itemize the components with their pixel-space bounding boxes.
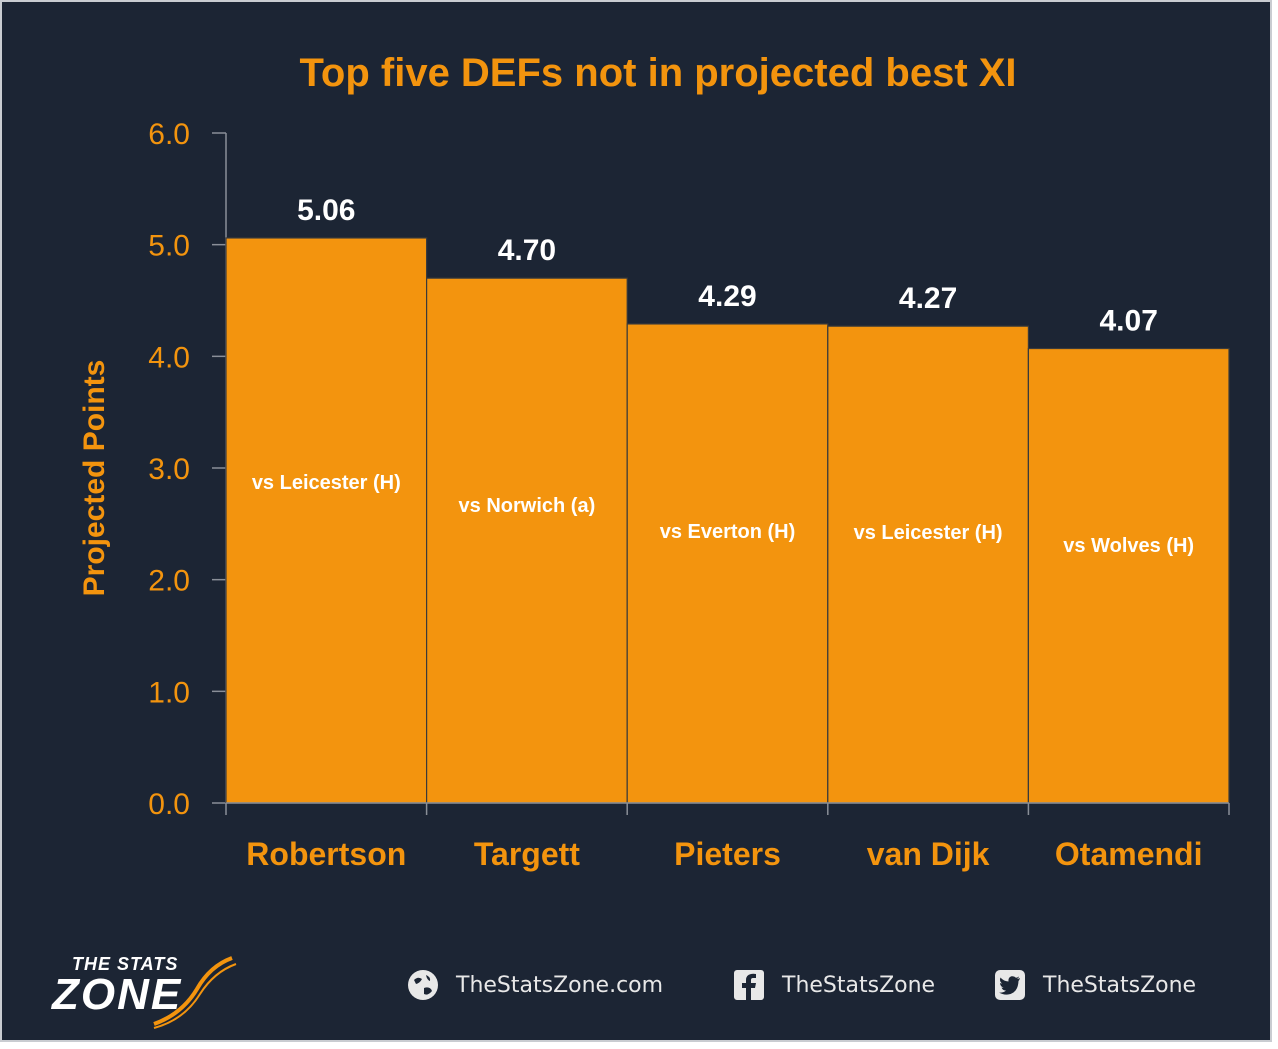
fixture-label: vs Wolves (H) (1063, 535, 1194, 557)
y-tick-label: 0.0 (148, 788, 190, 821)
x-tick-label: Targett (474, 836, 580, 872)
chart-title: Top five DEFs not in projected best XI (299, 51, 1016, 95)
facebook-icon (732, 968, 766, 1002)
value-label: 4.70 (498, 234, 556, 267)
bar (626, 323, 829, 804)
bar-chart: Top five DEFs not in projected best XI P… (78, 51, 1230, 872)
fixture-label: vs Leicester (H) (854, 522, 1003, 544)
x-tick-label: van Dijk (867, 836, 990, 872)
twitter-icon (993, 968, 1027, 1002)
bar (225, 237, 428, 804)
value-label: 4.27 (899, 282, 957, 315)
y-tick-label: 6.0 (148, 118, 190, 151)
value-label: 4.29 (698, 280, 756, 313)
value-label: 4.07 (1100, 305, 1158, 338)
x-tick-label: Pieters (674, 836, 781, 872)
x-tick-label: Otamendi (1055, 836, 1203, 872)
y-tick-label: 4.0 (148, 341, 190, 374)
fixture-label: vs Everton (H) (660, 521, 796, 543)
twitter-text: TheStatsZone (1043, 972, 1197, 998)
y-tick-label: 3.0 (148, 453, 190, 486)
fixture-label: vs Norwich (a) (459, 495, 596, 517)
bars: 5.06 vs Leicester (H) 4.70 vs Norwich (a) 4.… (225, 194, 1230, 804)
logo-bottom-text: ZONE (52, 970, 183, 1019)
twitter-link[interactable]: TheStatsZone (993, 968, 1196, 1002)
bar (827, 325, 1029, 804)
facebook-text: TheStatsZone (782, 972, 936, 998)
bar (1027, 347, 1230, 804)
stats-zone-logo: THE STATS ZONE (52, 954, 272, 1029)
bar (426, 277, 628, 804)
footer: THE STATS ZONE TheStatsZone.com TheStats… (0, 940, 1272, 1030)
x-tick-label: Robertson (246, 836, 406, 872)
website-link[interactable]: TheStatsZone.com (406, 968, 663, 1002)
logo-swoosh-icon (153, 956, 237, 1029)
facebook-link[interactable]: TheStatsZone (732, 968, 935, 1002)
website-text: TheStatsZone.com (456, 972, 664, 998)
y-axis: 0.0 1.0 2.0 3.0 4.0 5.0 6.0 (148, 118, 227, 821)
y-axis-label: Projected Points (78, 360, 111, 597)
globe-icon (406, 968, 440, 1002)
y-tick-label: 1.0 (148, 676, 190, 709)
value-label: 5.06 (297, 194, 355, 227)
x-axis: Robertson Targett Pieters van Dijk Otamendi (225, 802, 1230, 872)
logo-top-text: THE STATS (72, 954, 179, 974)
y-tick-label: 5.0 (148, 230, 190, 263)
fixture-label: vs Leicester (H) (252, 472, 401, 494)
y-tick-label: 2.0 (148, 565, 190, 598)
